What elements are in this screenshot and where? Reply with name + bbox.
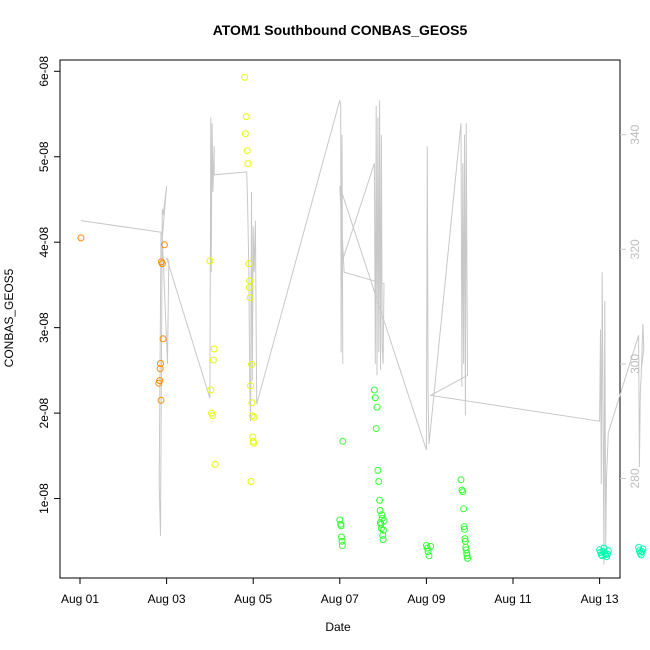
data-point xyxy=(248,399,256,407)
x-tick-label: Aug 07 xyxy=(321,592,359,606)
y-tick-label: 6e-08 xyxy=(37,56,51,87)
y2-tick-label: 320 xyxy=(628,239,642,259)
data-point xyxy=(243,147,251,155)
y-tick-label: 1e-08 xyxy=(37,483,51,514)
data-point xyxy=(370,386,378,394)
data-point xyxy=(379,531,387,539)
data-point xyxy=(459,488,467,496)
chart-title: ATOM1 Southbound CONBAS_GEOS5 xyxy=(213,22,468,38)
data-point xyxy=(241,73,248,81)
data-point xyxy=(207,386,215,394)
data-point xyxy=(461,535,469,543)
y2-tick-label: 340 xyxy=(628,124,642,144)
data-point xyxy=(376,507,384,514)
x-axis: Aug 01 Aug 03 Aug 05 Aug 07 Aug 09 Aug 11 Aug … xyxy=(61,578,619,606)
data-point xyxy=(339,437,347,445)
plot-frame xyxy=(59,59,621,579)
data-point xyxy=(380,517,388,525)
data-point xyxy=(464,554,471,562)
data-point xyxy=(157,396,165,404)
x-tick-label: Aug 11 xyxy=(494,592,531,606)
data-point xyxy=(372,425,380,432)
data-point xyxy=(209,412,216,420)
data-point xyxy=(376,496,384,504)
y-tick-label: 2e-08 xyxy=(37,397,51,428)
data-point xyxy=(206,257,214,265)
data-point xyxy=(460,505,468,513)
data-point xyxy=(250,439,258,447)
data-point xyxy=(338,533,345,541)
y-axis-label: CONBAS_GEOS5 xyxy=(2,268,16,367)
data-point xyxy=(209,356,217,364)
data-point xyxy=(373,403,381,411)
y2-tick-label: 300 xyxy=(628,354,642,374)
line-series-path xyxy=(80,100,645,565)
x-tick-label: Aug 03 xyxy=(148,592,186,606)
points-series xyxy=(77,73,647,562)
data-point xyxy=(246,277,254,285)
data-point xyxy=(375,478,383,485)
x-tick-label: Aug 01 xyxy=(61,592,99,606)
y-tick-label: 4e-08 xyxy=(37,227,51,258)
y2-axis: 280 300 320 340 xyxy=(620,124,642,489)
data-point xyxy=(156,377,164,385)
data-point xyxy=(244,160,252,168)
data-point xyxy=(425,552,433,560)
data-point xyxy=(463,549,471,557)
data-point xyxy=(250,413,258,421)
x-axis-label: Date xyxy=(325,620,351,634)
data-point xyxy=(159,335,167,343)
data-point xyxy=(337,522,345,530)
data-point xyxy=(242,113,250,121)
data-point xyxy=(160,241,168,249)
data-point xyxy=(460,523,468,531)
data-point xyxy=(603,550,611,558)
data-point xyxy=(427,542,435,550)
data-point xyxy=(423,544,431,552)
data-point xyxy=(639,545,647,553)
data-point xyxy=(461,525,468,533)
data-point xyxy=(247,382,255,390)
data-point xyxy=(245,260,253,268)
x-tick-label: Aug 13 xyxy=(581,592,619,606)
data-point xyxy=(338,537,346,545)
data-point xyxy=(377,525,385,532)
data-point xyxy=(210,345,218,353)
data-point xyxy=(338,542,346,549)
y-axis: 1e-08 2e-08 3e-08 4e-08 5e-08 6e-08 xyxy=(37,56,60,514)
data-point xyxy=(604,547,612,555)
y-tick-label: 5e-08 xyxy=(37,141,51,172)
data-point xyxy=(246,294,254,302)
data-point xyxy=(248,360,255,368)
data-point xyxy=(380,526,387,534)
data-point xyxy=(247,478,255,485)
data-point xyxy=(463,552,471,560)
line-series xyxy=(80,100,645,565)
data-point xyxy=(379,536,387,544)
data-point xyxy=(211,460,219,468)
data-point xyxy=(241,130,249,138)
data-point xyxy=(248,412,256,420)
y-tick-label: 3e-08 xyxy=(37,312,51,343)
data-point xyxy=(371,394,379,402)
data-point xyxy=(156,365,164,373)
x-tick-label: Aug 05 xyxy=(234,592,272,606)
data-point xyxy=(457,476,465,484)
data-point xyxy=(378,511,386,519)
data-point xyxy=(157,360,164,367)
data-point xyxy=(158,260,166,268)
data-point xyxy=(77,234,85,242)
x-tick-label: Aug 09 xyxy=(407,592,445,606)
data-point xyxy=(374,466,382,474)
y2-tick-label: 280 xyxy=(628,468,642,488)
data-point xyxy=(245,284,253,291)
